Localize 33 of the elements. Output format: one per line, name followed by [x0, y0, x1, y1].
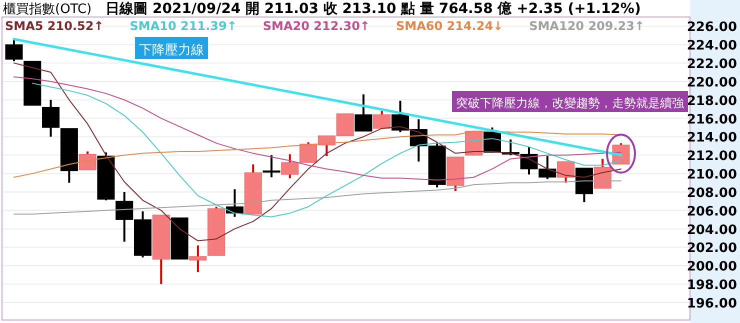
candlestick [78, 150, 96, 171]
y-tick-label: 226.00 [686, 20, 737, 36]
y-tick-label: 222.00 [686, 57, 737, 72]
candlestick [557, 160, 575, 184]
legend: SMA5 210.52↑ SMA10 211.39↑ SMA20 212.30↑ SMA60 214.24↓ SMA120 209.23↑ [5, 19, 645, 33]
y-tick-label: 218.00 [686, 94, 737, 109]
candlestick [281, 153, 299, 180]
y-tick-label: 208.00 [686, 186, 737, 201]
y-tick-label: 204.00 [686, 222, 737, 238]
annotation: 突破下降壓力線，改變趨勢，走勢就是續強 [456, 96, 684, 110]
y-tick-label: 224.00 [686, 38, 737, 54]
candlestick [373, 110, 391, 130]
chart-subtitle: 日線圖 2021/09/24 開 211.03 收 213.10 點 量 764.58 億 +2.35 (+1.12%) [106, 0, 641, 17]
annotation: 突破下降壓力線，改變趨勢，走勢就是續強 [452, 91, 688, 112]
candlestick [262, 154, 280, 178]
y-tick-label: 212.00 [686, 149, 737, 164]
y-tick-label: 210.00 [686, 168, 737, 183]
y-tick-label: 202.00 [686, 241, 737, 256]
y-tick-label: 200.00 [686, 260, 737, 275]
y-tick-label: 196.00 [686, 296, 737, 312]
chart-title: 櫃買指數(OTC) [3, 2, 92, 17]
candlestick [42, 98, 60, 138]
annotation: 下降壓力線 [139, 43, 204, 58]
candlestick [189, 244, 207, 274]
candlestick [5, 38, 23, 62]
y-tick-label: 206.00 [686, 204, 737, 220]
y-tick-label: 220.00 [686, 75, 737, 90]
annotation: 下降壓力線 [135, 37, 208, 59]
line-series [14, 62, 622, 242]
y-tick-label: 198.00 [686, 278, 737, 294]
y-tick-label: 216.00 [686, 112, 737, 128]
candlestick [354, 93, 372, 132]
y-tick-label: 214.00 [686, 130, 737, 146]
